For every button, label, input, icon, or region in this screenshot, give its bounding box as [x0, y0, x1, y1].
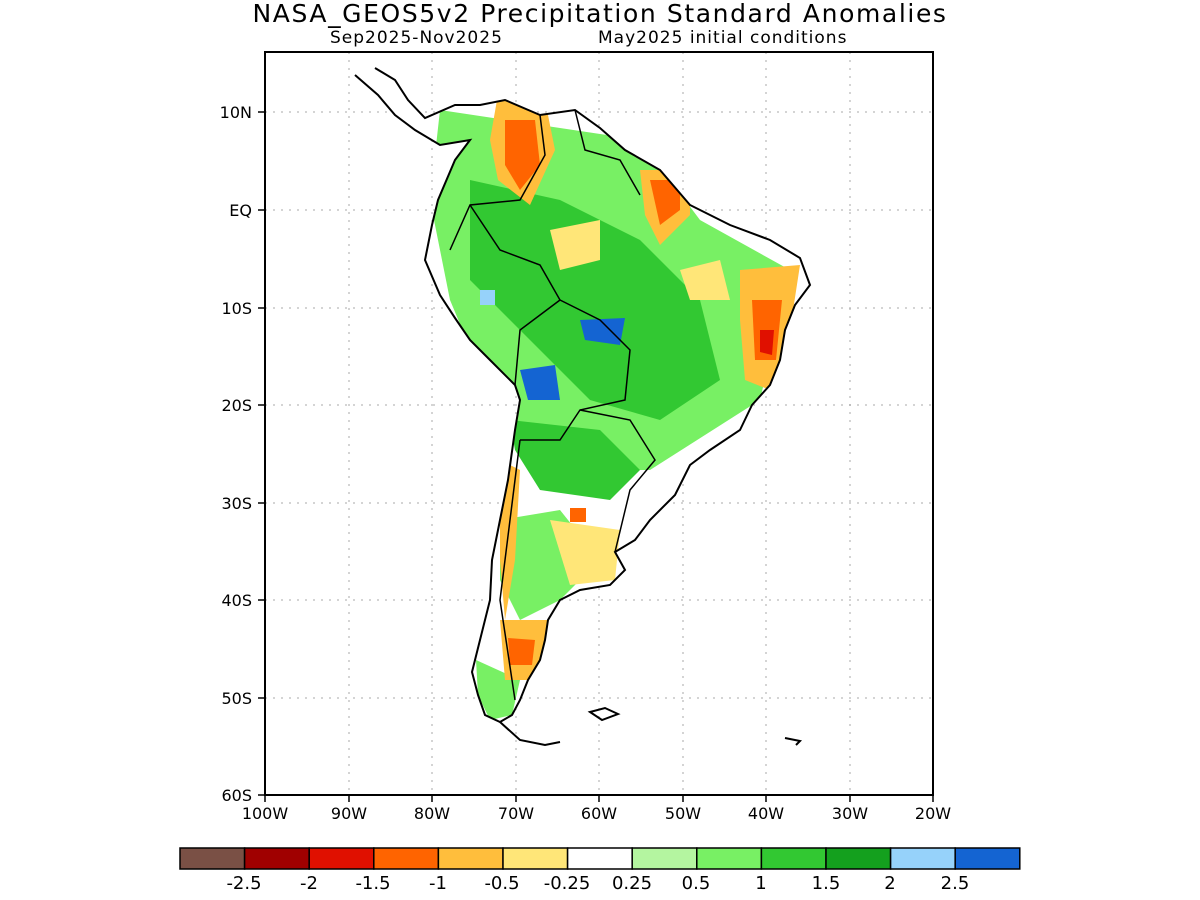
- forecast-period: Sep2025-Nov2025: [330, 28, 503, 48]
- colorbar-swatch: [954, 847, 1021, 870]
- lon-label: 20W: [915, 804, 951, 823]
- lon-label: 80W: [414, 804, 450, 823]
- colorbar-swatch: [179, 847, 246, 870]
- map-title: NASA_GEOS5v2 Precipitation Standard Anom…: [252, 0, 948, 28]
- anomaly-shading: [355, 68, 810, 722]
- colorbar-swatch: [243, 847, 310, 870]
- colorbar-label: -2.5: [226, 873, 261, 894]
- lon-label: 60W: [581, 804, 617, 823]
- colorbar-swatch: [502, 847, 569, 870]
- lat-label: 50S: [221, 689, 252, 708]
- colorbar-labels: -2.5 -2 -1.5 -1 -0.5 -0.25 0.25 0.5 1 1.…: [226, 873, 969, 894]
- lon-label: 70W: [498, 804, 534, 823]
- colorbar-label: 0.25: [612, 873, 652, 894]
- coastlines: [354, 67, 812, 747]
- lat-label: EQ: [229, 201, 252, 220]
- lat-label: 10S: [221, 299, 252, 318]
- lat-label: 30S: [221, 494, 252, 513]
- lat-label: 20S: [221, 396, 252, 415]
- colorbar-label: 2: [884, 873, 895, 894]
- colorbar-label: -0.25: [544, 873, 591, 894]
- initial-conditions: May2025 initial conditions: [598, 28, 848, 48]
- lon-label: 50W: [665, 804, 701, 823]
- lon-label: 90W: [331, 804, 367, 823]
- colorbar: -2.5 -2 -1.5 -1 -0.5 -0.25 0.25 0.5 1 1.…: [179, 847, 1021, 894]
- colorbar-label: 2.5: [941, 873, 970, 894]
- colorbar-label: 1.5: [812, 873, 841, 894]
- colorbar-label: -0.5: [484, 873, 519, 894]
- colorbar-swatch: [631, 847, 698, 870]
- lon-label: 100W: [242, 804, 289, 823]
- colorbar-swatch: [760, 847, 827, 870]
- colorbar-label: 1: [755, 873, 766, 894]
- colorbar-swatch: [373, 847, 440, 870]
- colorbar-swatch: [825, 847, 892, 870]
- lat-label: 10N: [220, 103, 252, 122]
- country-borders: [449, 109, 656, 701]
- colorbar-label: -1.5: [355, 873, 390, 894]
- lat-label: 60S: [221, 786, 252, 805]
- colorbar-swatches: [179, 847, 1021, 870]
- colorbar-label: -1: [429, 873, 447, 894]
- colorbar-label: 0.5: [682, 873, 711, 894]
- lat-label: 40S: [221, 591, 252, 610]
- lon-label: 40W: [748, 804, 784, 823]
- colorbar-swatch: [566, 847, 633, 870]
- colorbar-swatch: [308, 847, 375, 870]
- lon-axis: 100W 90W 80W 70W 60W 50W 40W 30W 20W: [242, 795, 951, 823]
- colorbar-swatch: [889, 847, 956, 870]
- colorbar-label: -2: [300, 873, 318, 894]
- colorbar-swatch: [437, 847, 504, 870]
- colorbar-swatch: [696, 847, 763, 870]
- lon-label: 30W: [832, 804, 868, 823]
- lat-axis: 10N EQ 10S 20S 30S 40S 50S 60S: [220, 103, 265, 805]
